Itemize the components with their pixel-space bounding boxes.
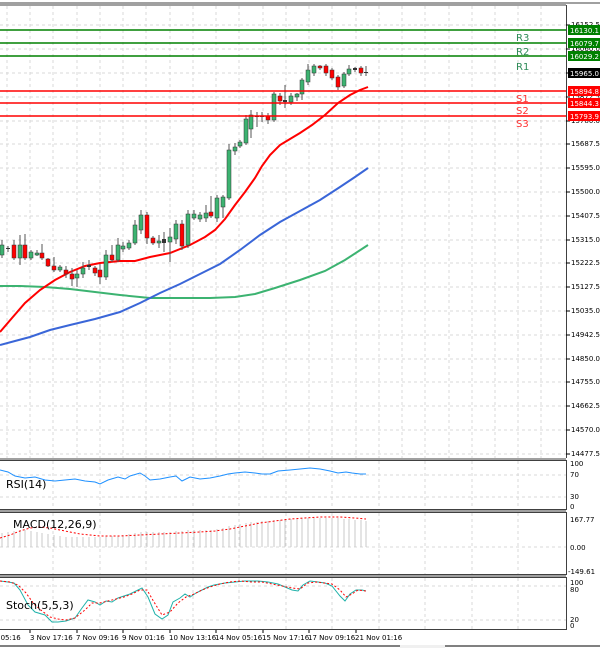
macd-title: MACD(12,26,9) [13, 518, 97, 531]
macd-pane[interactable]: MACD(12,26,9) 167.77 0.00 -149.61 [0, 510, 595, 576]
horizontal-gridlines [0, 24, 566, 455]
stoch-tick: 80 [570, 586, 579, 594]
s2-price-tag: 15844.3 [570, 100, 599, 108]
time-tick: 17 Nov 09:16 [308, 634, 356, 642]
price-tick: 16060.0 [571, 45, 600, 53]
macd-tick: 167.77 [570, 516, 595, 524]
price-tick: 15035.0 [571, 307, 600, 315]
price-tick: 15407.5 [571, 212, 600, 220]
price-tick: 14850.0 [571, 355, 600, 363]
price-pane[interactable]: R3 R2 R1 S1 S2 S3 [0, 2, 600, 458]
r3-price-tag: 16130.1 [570, 27, 599, 35]
rsi-pane[interactable]: RSI(14) 100 70 30 0 [0, 458, 583, 511]
price-tick: 15687.5 [571, 140, 600, 148]
rsi-tick: 0 [570, 503, 574, 511]
time-tick: 9 Nov 01:16 [122, 634, 165, 642]
stoch-k-line [0, 580, 367, 623]
rsi-tick: 70 [570, 471, 579, 479]
price-tick: 15315.0 [571, 236, 600, 244]
support-lines [0, 90, 566, 117]
s3-price-tag: 15793.9 [570, 113, 599, 121]
time-tick: 14 Nov 05:16 [215, 634, 263, 642]
price-tick: 14477.5 [571, 450, 600, 458]
macd-tick: 0.00 [570, 544, 586, 552]
s3-label: S3 [516, 119, 529, 130]
s2-label: S2 [516, 106, 529, 117]
r2-label: R2 [516, 47, 529, 58]
time-tick: 3 Nov 17:16 [30, 634, 73, 642]
stoch-tick: 100 [570, 579, 583, 587]
macd-signal-line [0, 516, 367, 539]
time-tick: 1 Nov 05:16 [0, 634, 21, 642]
candlesticks [0, 64, 368, 287]
slow-ma-line [0, 244, 369, 299]
stoch-title: Stoch(5,5,3) [6, 599, 74, 612]
rsi-tick: 100 [570, 460, 583, 468]
stoch-pane[interactable]: Stoch(5,5,3) 100 80 20 0 [0, 575, 583, 630]
r1-price-tag: 16029.2 [570, 53, 599, 61]
time-tick: 21 Nov 01:16 [355, 634, 403, 642]
stoch-tick: 0 [570, 622, 574, 630]
price-tick: 14942.5 [571, 331, 600, 339]
price-tick: 15872.5 [571, 93, 600, 101]
rsi-title: RSI(14) [6, 478, 46, 491]
resistance-lines [0, 29, 566, 57]
s1-price-tag: 15894.8 [570, 88, 599, 96]
r2-price-tag: 16079.7 [570, 40, 599, 48]
price-tick: 14755.0 [571, 378, 600, 386]
r3-label: R3 [516, 33, 529, 44]
rsi-line [0, 467, 366, 485]
price-tick: 15595.0 [571, 164, 600, 172]
time-axis[interactable]: 1 Nov 05:16 3 Nov 17:16 7 Nov 09:16 9 No… [0, 630, 600, 648]
medium-ma-line [0, 167, 369, 346]
price-tick: 14570.0 [571, 426, 600, 434]
macd-histogram [1, 518, 367, 547]
current-price-tag: 15965.0 [570, 70, 599, 78]
r1-label: R1 [516, 62, 529, 73]
time-tick: 7 Nov 09:16 [76, 634, 119, 642]
price-tick: 14662.5 [571, 402, 600, 410]
s1-label: S1 [516, 94, 529, 105]
price-tick: 15500.0 [571, 188, 600, 196]
price-axis[interactable]: 16152.5 16060.0 15872.5 15780.0 15687.5 … [566, 21, 600, 458]
time-tick: 10 Nov 13:16 [169, 634, 217, 642]
time-tick: 15 Nov 17:16 [262, 634, 310, 642]
rsi-tick: 30 [570, 493, 579, 501]
macd-tick: -149.61 [568, 568, 595, 576]
stoch-tick: 20 [570, 616, 579, 624]
price-tick: 15127.5 [571, 283, 600, 291]
price-tick: 15222.5 [571, 259, 600, 267]
